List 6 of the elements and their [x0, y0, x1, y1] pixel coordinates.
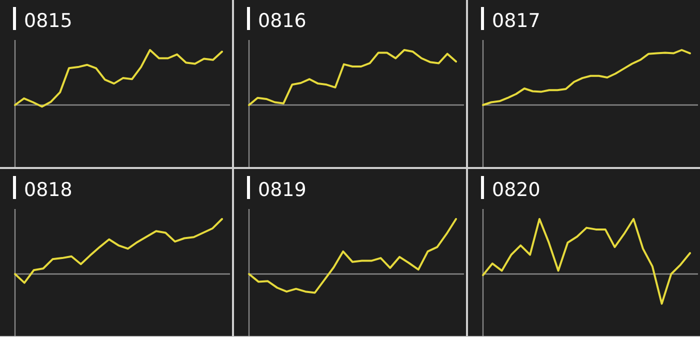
chart-title: 0818 — [24, 179, 72, 201]
chart-title: 0817 — [492, 10, 540, 32]
chart-title: 0815 — [24, 10, 72, 32]
chart-title: 0819 — [258, 179, 306, 201]
chart-title: 0816 — [258, 10, 306, 32]
chart-title: 0820 — [492, 179, 540, 201]
